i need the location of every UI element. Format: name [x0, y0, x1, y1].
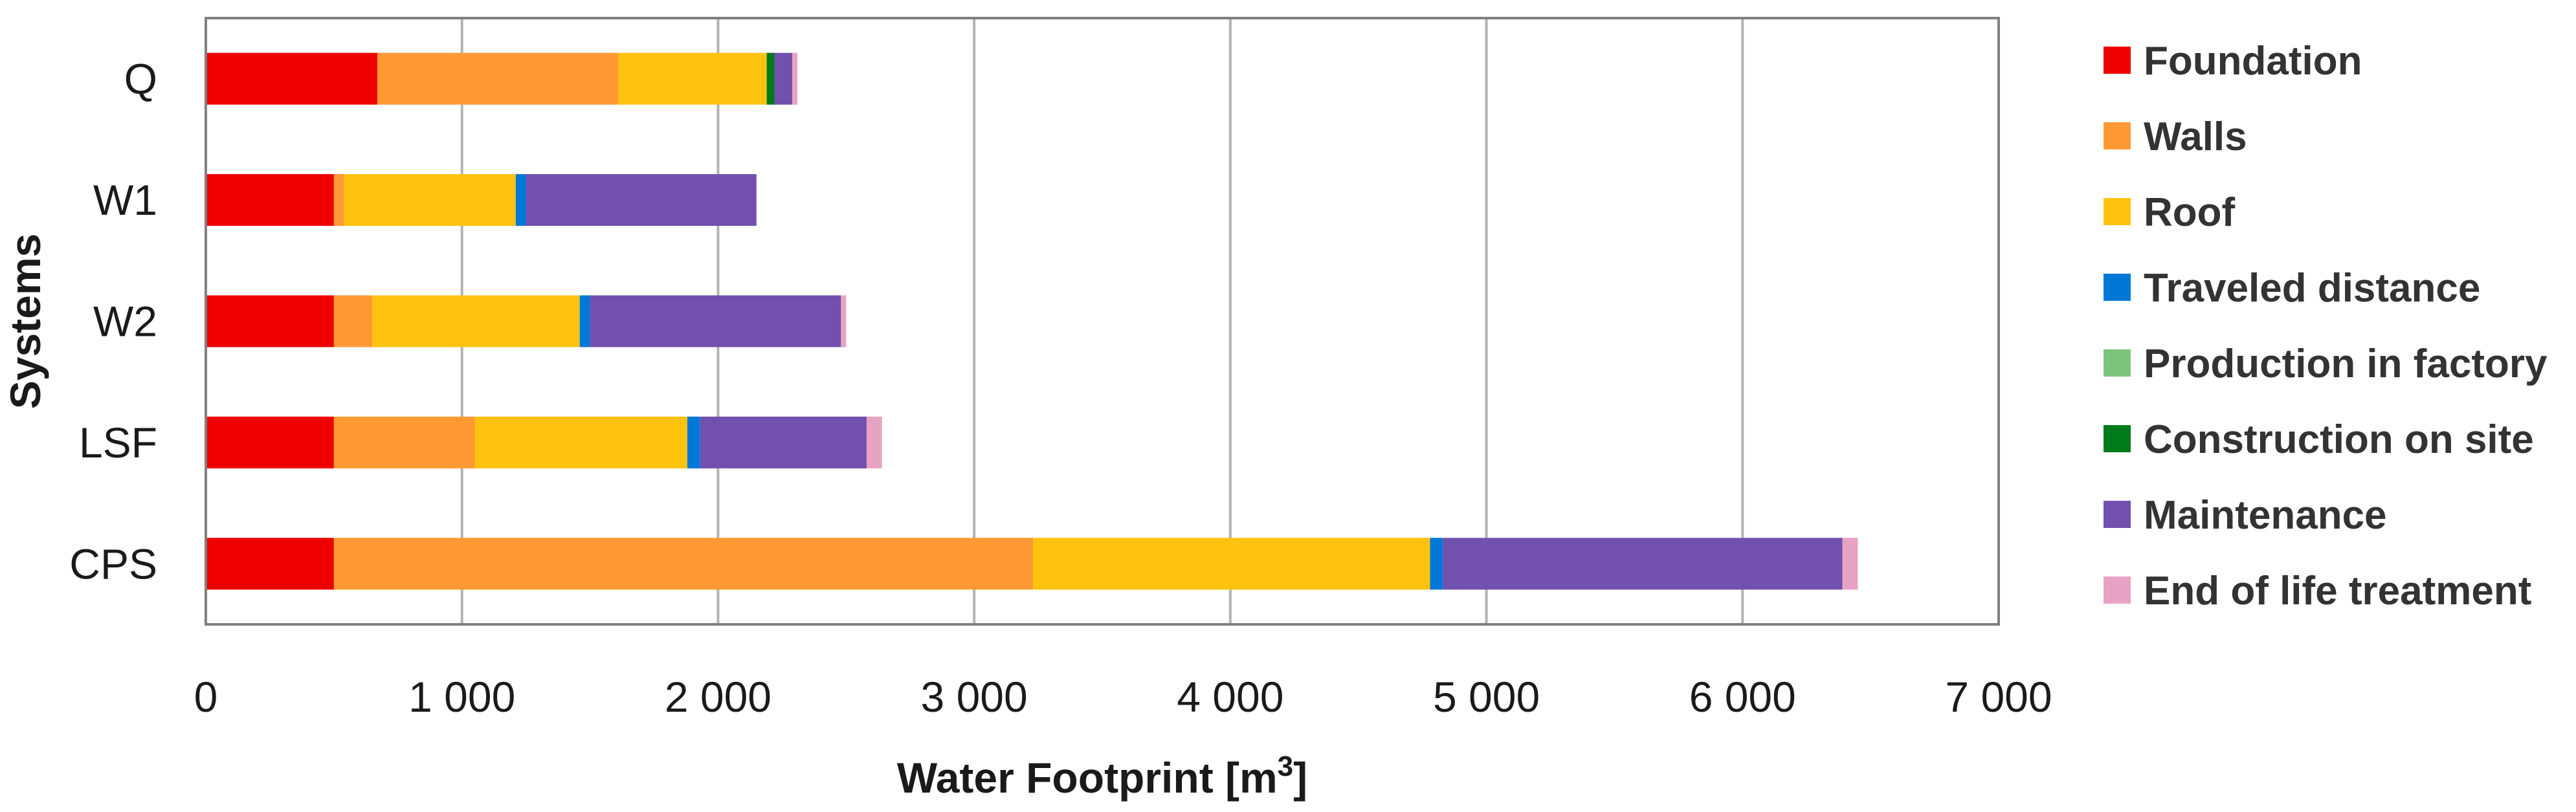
legend-label: Maintenance [2144, 493, 2387, 538]
legend-swatch [2104, 198, 2131, 225]
bar-segment [687, 416, 700, 468]
x-tick-label: 6 000 [1689, 673, 1796, 721]
legend-swatch [2104, 47, 2131, 74]
legend-swatch [2104, 122, 2131, 149]
bar-segment [700, 416, 867, 468]
y-axis-title: Systems [1, 234, 49, 410]
legend-label: Production in factory [2144, 342, 2548, 386]
bar-segment [792, 52, 798, 105]
legend-swatch [2104, 576, 2131, 604]
bar-segment [579, 295, 590, 347]
x-tick-label: 5 000 [1433, 673, 1540, 721]
x-tick-label: 3 000 [921, 673, 1028, 721]
category-label: LSF [79, 419, 157, 466]
x-axis-title: Water Footprint [m3] [897, 751, 1307, 802]
bar-segment [377, 52, 619, 105]
category-label: W1 [93, 176, 157, 224]
bar-segments [206, 52, 1858, 590]
x-axis-title-text: Water Footprint [m [897, 754, 1278, 802]
bar-segment [206, 174, 334, 226]
x-tick-label: 7 000 [1945, 673, 2052, 721]
gridlines [460, 18, 1744, 624]
bar-segment [474, 416, 687, 468]
bar-segment [1842, 538, 1858, 590]
x-axis-title-end: ] [1293, 754, 1307, 802]
x-tick-labels: 0 1 000 2 000 3 000 4 000 5 000 6 000 7 000 [194, 673, 2052, 721]
legend-swatch [2104, 501, 2131, 528]
legend-label: Traveled distance [2144, 266, 2480, 311]
category-label: CPS [69, 540, 157, 587]
bar-segment [333, 538, 1034, 590]
category-label: W2 [93, 298, 157, 346]
bar-segment [206, 52, 378, 105]
x-tick-label: 0 [194, 673, 218, 721]
legend-label: Roof [2144, 190, 2236, 235]
bar-segment [590, 295, 841, 347]
bar-segment [766, 52, 775, 105]
bar-segment [526, 174, 757, 226]
x-axis-title-superscript: 3 [1278, 751, 1293, 782]
legend-swatch [2104, 274, 2131, 301]
bar-segment [774, 52, 793, 105]
bar-segment [206, 295, 334, 347]
bar-segment [344, 174, 516, 226]
bar-segment [206, 538, 334, 590]
legend-label: Foundation [2144, 39, 2362, 83]
x-tick-label: 4 000 [1177, 673, 1283, 721]
bar-segment [372, 295, 580, 347]
category-labels: Q W1 W2 LSF CPS [69, 55, 157, 588]
x-tick-label: 2 000 [665, 673, 772, 721]
bar-segment [206, 416, 334, 468]
bar-segment [618, 52, 767, 105]
legend-label: Construction on site [2144, 417, 2534, 462]
bar-segment [1443, 538, 1843, 590]
bar-segment [866, 416, 882, 468]
legend: Foundation Walls Roof Traveled distance Prod… [2104, 39, 2548, 613]
x-tick-label: 1 000 [408, 673, 515, 721]
bar-segment [515, 174, 526, 226]
bar-segment [841, 295, 847, 347]
legend-swatch [2104, 425, 2131, 452]
category-label: Q [124, 55, 157, 103]
bar-segment [333, 416, 475, 468]
bar-segment [333, 295, 373, 347]
plot-area-frame [205, 17, 2000, 626]
bar-segment [1033, 538, 1430, 590]
legend-label: End of life treatment [2144, 569, 2531, 613]
legend-swatch [2104, 349, 2131, 377]
legend-label: Walls [2144, 115, 2247, 159]
bar-segment [1430, 538, 1443, 590]
bar-segment [333, 174, 344, 226]
